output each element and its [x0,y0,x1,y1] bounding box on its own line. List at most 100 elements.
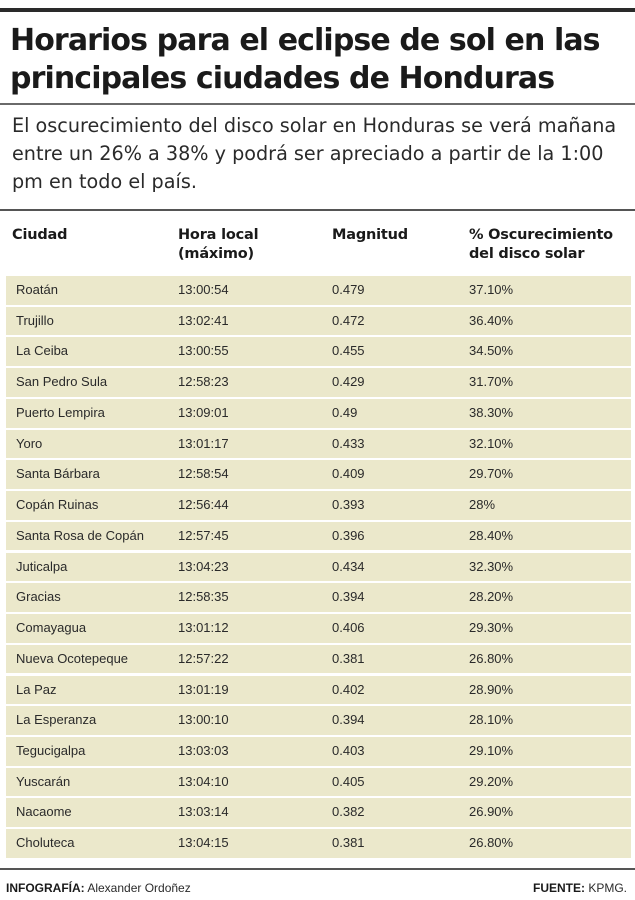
magnitude-cell: 0.402 [332,681,365,697]
magnitude-cell: 0.396 [332,527,365,543]
city-cell: Choluteca [16,835,75,851]
magnitude-cell: 0.455 [332,343,365,359]
magnitude-cell: 0.433 [332,435,365,451]
city-cell: La Paz [16,681,57,697]
city-cell: La Esperanza [16,712,97,728]
magnitude-cell: 0.394 [332,712,365,728]
credit-label: INFOGRAFÍA: [6,881,85,895]
page-title: Horarios para el eclipse de sol en las p… [10,23,601,96]
table-row: Santa Rosa de Copán 12:57:45 0.396 28.40% [6,521,631,551]
magnitude-cell: 0.394 [332,589,365,605]
magnitude-cell: 0.49 [332,404,358,420]
table-row: La Paz 13:01:19 0.402 28.90% [6,675,631,705]
magnitude-cell: 0.382 [332,804,365,820]
magnitude-cell: 0.393 [332,497,365,513]
magnitude-cell: 0.479 [332,282,365,297]
magnitude-cell: 0.403 [332,743,365,759]
time-cell: 12:57:45 [178,527,229,543]
infografia-credit: INFOGRAFÍA: Alexander Ordoñez [6,880,191,896]
city-cell: San Pedro Sula [16,374,108,390]
subtitle-divider [0,209,635,211]
city-cell: Comayagua [16,620,87,636]
obscuration-cell: 29.10% [469,743,514,759]
obscuration-cell: 28.20% [469,589,514,605]
table-row: Juticalpa 13:04:23 0.434 32.30% [6,552,631,582]
time-cell: 13:00:55 [178,343,229,359]
table-row: San Pedro Sula 12:58:23 0.429 31.70% [6,368,631,397]
city-cell: Yoro [16,435,43,451]
title-divider [0,103,635,105]
source-label: FUENTE: [532,881,585,895]
table-row: Tegucigalpa 13:03:03 0.403 29.10% [6,737,631,766]
city-cell: Gracias [16,589,61,605]
obscuration-cell: 29.30% [469,620,514,636]
source-name: KPMG. [588,881,627,895]
city-cell: Yuscarán [16,773,71,789]
magnitude-cell: 0.381 [332,835,365,851]
header-ciudad: Ciudad [12,227,68,243]
table-row: Choluteca 13:04:15 0.381 26.80% [6,829,631,858]
time-cell: 12:58:35 [178,589,229,605]
magnitude-cell: 0.405 [332,773,365,789]
obscuration-cell: 29.20% [469,773,514,789]
obscuration-cell: 26.80% [469,650,514,666]
time-cell: 12:56:44 [178,497,229,513]
table-row: Gracias 12:58:35 0.394 28.20% [6,583,631,612]
city-cell: Tegucigalpa [16,743,86,759]
time-cell: 12:58:54 [178,466,229,482]
obscuration-cell: 28.90% [469,681,514,697]
time-cell: 13:01:12 [178,620,229,636]
time-cell: 13:02:41 [178,312,229,328]
city-cell: Santa Rosa de Copán [16,527,144,543]
time-cell: 13:09:01 [178,404,229,420]
obscuration-cell: 31.70% [469,374,514,390]
obscuration-cell: 26.90% [469,804,514,820]
city-cell: Copán Ruinas [16,497,99,513]
credit-name: Alexander Ordoñez [87,881,191,895]
table-row: Yoro 13:01:17 0.433 32.10% [6,429,631,459]
table-row: Santa Bárbara 12:58:54 0.409 29.70% [6,460,631,489]
city-cell: Nueva Ocotepeque [16,650,129,666]
city-cell: La Ceiba [16,343,69,359]
header-oscurecimiento: % Oscurecimiento del disco solar [469,227,613,262]
table-row: Yuscarán 13:04:10 0.405 29.20% [6,767,631,797]
table-row: La Esperanza 13:00:10 0.394 28.10% [6,706,631,735]
time-cell: 13:00:10 [178,712,229,728]
source-credit: FUENTE: KPMG. [533,880,627,896]
table-row: Copán Ruinas 12:56:44 0.393 28% [6,491,631,520]
obscuration-cell: 37.10% [469,282,514,297]
obscuration-cell: 38.30% [469,404,514,420]
table-row: Puerto Lempira 13:09:01 0.49 38.30% [6,398,631,428]
magnitude-cell: 0.409 [332,466,365,482]
magnitude-cell: 0.406 [332,620,365,636]
magnitude-cell: 0.381 [332,650,365,666]
time-cell: 13:01:19 [178,681,229,697]
city-cell: Trujillo [16,312,54,328]
table-row: Trujillo 13:02:41 0.472 36.40% [6,306,631,336]
obscuration-cell: 28% [469,497,496,513]
table-row: Comayagua 13:01:12 0.406 29.30% [6,614,631,643]
magnitude-cell: 0.429 [332,374,365,390]
time-cell: 13:03:03 [178,743,229,759]
obscuration-cell: 32.30% [469,558,514,574]
header-hora-local: Hora local (máximo) [178,227,259,262]
page-subtitle: El oscurecimiento del disco solar en Hon… [12,114,617,193]
obscuration-cell: 32.10% [469,435,514,451]
obscuration-cell: 36.40% [469,312,514,328]
time-cell: 12:58:23 [178,374,229,390]
bottom-rule [0,868,635,870]
obscuration-cell: 26.80% [469,835,514,851]
table-row: Nueva Ocotepeque 12:57:22 0.381 26.80% [6,644,631,674]
header-magnitud: Magnitud [332,227,408,243]
table-row: Nacaome 13:03:14 0.382 26.90% [6,798,631,828]
city-cell: Roatán [16,282,58,297]
table-row: La Ceiba 13:00:55 0.455 34.50% [6,337,631,367]
city-cell: Puerto Lempira [16,404,105,420]
obscuration-cell: 28.40% [469,527,514,543]
obscuration-cell: 28.10% [469,712,514,728]
time-cell: 13:04:23 [178,558,229,574]
obscuration-cell: 29.70% [469,466,514,482]
city-cell: Nacaome [16,804,72,820]
table-row: Roatán 13:00:54 0.479 37.10% [6,276,631,305]
magnitude-cell: 0.434 [332,558,365,574]
